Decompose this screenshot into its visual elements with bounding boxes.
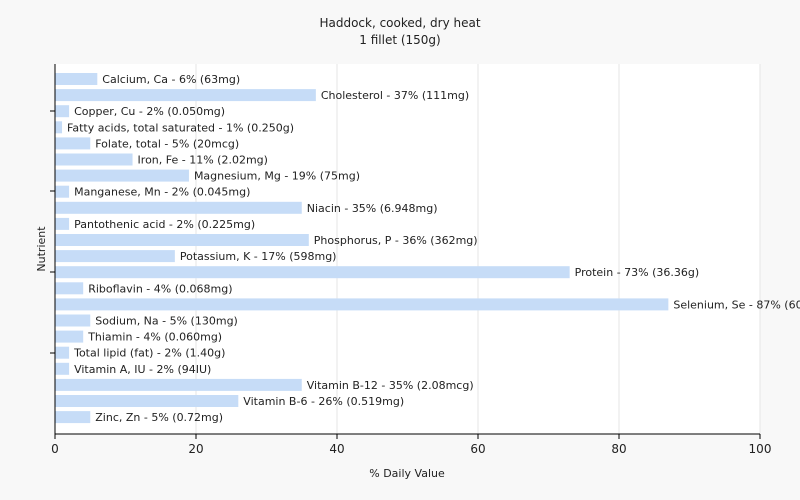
- bar-label: Cholesterol - 37% (111mg): [321, 89, 469, 102]
- bar-label: Manganese, Mn - 2% (0.045mg): [74, 186, 250, 199]
- bar: [55, 362, 70, 375]
- x-tick-label: 40: [329, 442, 344, 456]
- bar: [55, 250, 175, 263]
- bar-label: Iron, Fe - 11% (2.02mg): [138, 154, 268, 167]
- bar-labels: Calcium, Ca - 6% (63mg) Cholesterol - 37%…: [67, 73, 800, 424]
- bar: [55, 73, 98, 85]
- bar-label: Zinc, Zn - 5% (0.72mg): [95, 411, 223, 424]
- bar-label: Fatty acids, total saturated - 1% (0.250…: [67, 121, 294, 134]
- bar: [55, 185, 70, 198]
- bar-label: Vitamin A, IU - 2% (94IU): [74, 363, 211, 376]
- bar: [55, 137, 91, 150]
- bar-label: Phosphorus, P - 36% (362mg): [314, 234, 478, 247]
- bar-label: Thiamin - 4% (0.060mg): [87, 331, 222, 344]
- bar-label: Selenium, Se - 87% (60.8mcg): [673, 298, 800, 311]
- x-tick-labels: 0 20 40 60 80 100: [51, 442, 771, 456]
- chart-subtitle: 1 fillet (150g): [359, 33, 440, 47]
- bar: [55, 395, 239, 407]
- bars: [55, 73, 669, 424]
- x-tick-label: 100: [749, 442, 772, 456]
- bar: [55, 217, 70, 230]
- x-tick-label: 20: [188, 442, 203, 456]
- bar: [55, 153, 133, 166]
- bar: [55, 411, 91, 424]
- bar: [55, 121, 63, 134]
- bar: [55, 346, 70, 359]
- axes: [50, 64, 761, 439]
- x-tick-label: 80: [611, 442, 626, 456]
- bar: [55, 330, 84, 343]
- x-tick-label: 0: [51, 442, 59, 456]
- chart-title: Haddock, cooked, dry heat: [319, 16, 480, 30]
- bar: [55, 298, 669, 311]
- bar: [55, 266, 570, 279]
- plot-area: Calcium, Ca - 6% (63mg) Cholesterol - 37%…: [50, 64, 800, 456]
- bar-label: Potassium, K - 17% (598mg): [180, 250, 337, 263]
- bar-label: Calcium, Ca - 6% (63mg): [102, 73, 240, 86]
- x-axis-label: % Daily Value: [369, 467, 445, 480]
- bar-label: Vitamin B-12 - 35% (2.08mcg): [307, 379, 474, 392]
- x-tick-label: 60: [470, 442, 485, 456]
- gridlines: [195, 64, 761, 434]
- bar-label: Sodium, Na - 5% (130mg): [95, 315, 238, 328]
- bar-label: Magnesium, Mg - 19% (75mg): [194, 170, 360, 183]
- bar: [55, 378, 302, 391]
- bar: [55, 169, 189, 182]
- bar-label: Vitamin B-6 - 26% (0.519mg): [243, 395, 404, 408]
- plot-background: [55, 64, 760, 434]
- bar-label: Total lipid (fat) - 2% (1.40g): [73, 347, 225, 360]
- bar: [55, 314, 91, 327]
- bar-label: Folate, total - 5% (20mcg): [95, 137, 239, 150]
- bar-label: Protein - 73% (36.36g): [575, 266, 700, 279]
- y-axis-label: Nutrient: [35, 226, 48, 272]
- bar: [55, 89, 316, 102]
- bar: [55, 282, 84, 295]
- bar: [55, 201, 302, 214]
- bar-label: Copper, Cu - 2% (0.050mg): [74, 105, 225, 118]
- bar-label: Niacin - 35% (6.948mg): [307, 202, 438, 215]
- bar-label: Pantothenic acid - 2% (0.225mg): [74, 218, 255, 231]
- bar-label: Riboflavin - 4% (0.068mg): [88, 282, 232, 295]
- bar: [55, 234, 309, 246]
- bar: [55, 105, 70, 118]
